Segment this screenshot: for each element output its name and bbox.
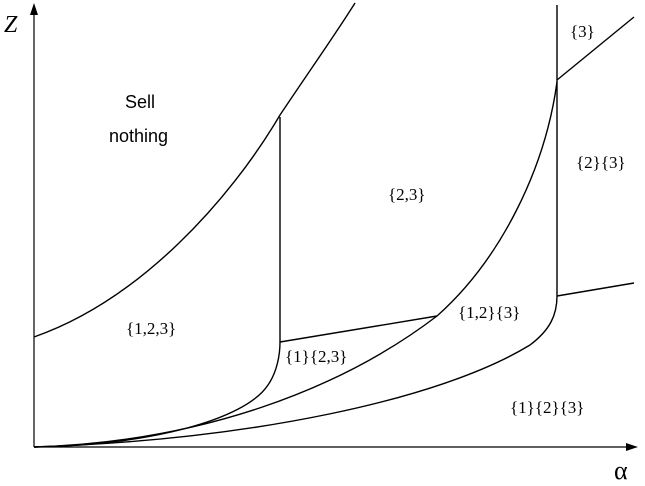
sell-nothing-boundary-curve <box>33 2 356 338</box>
region-label-3: {3} <box>570 22 595 41</box>
curve-1-to-left-vertical <box>33 341 281 448</box>
y-axis-arrowhead <box>30 3 38 15</box>
x-axis-label: α <box>614 456 628 485</box>
region-label-sell-nothing-line1: Sell <box>125 92 155 112</box>
region-label-23: {2,3} <box>388 185 426 204</box>
region-label-12-3: {1,2}{3} <box>458 303 520 322</box>
region-label-1-2-3: {1}{2}{3} <box>510 398 584 417</box>
axes <box>30 3 638 451</box>
segment-3-upper <box>556 16 635 81</box>
x-axis-arrowhead <box>626 443 638 451</box>
region-boundaries <box>33 2 635 448</box>
segment-1-23-boundary <box>279 315 438 343</box>
region-label-1-23: {1}{2,3} <box>285 347 347 366</box>
curve-12-3-boundary <box>33 81 558 448</box>
curve-1-2-3-boundary <box>33 295 558 448</box>
y-axis-label: Z <box>4 12 18 38</box>
segment-2-3-lower <box>556 282 635 297</box>
region-label-2-3: {2}{3} <box>576 153 626 172</box>
region-label-sell-nothing-line2: nothing <box>109 126 168 146</box>
region-label-123: {1,2,3} <box>126 319 176 338</box>
